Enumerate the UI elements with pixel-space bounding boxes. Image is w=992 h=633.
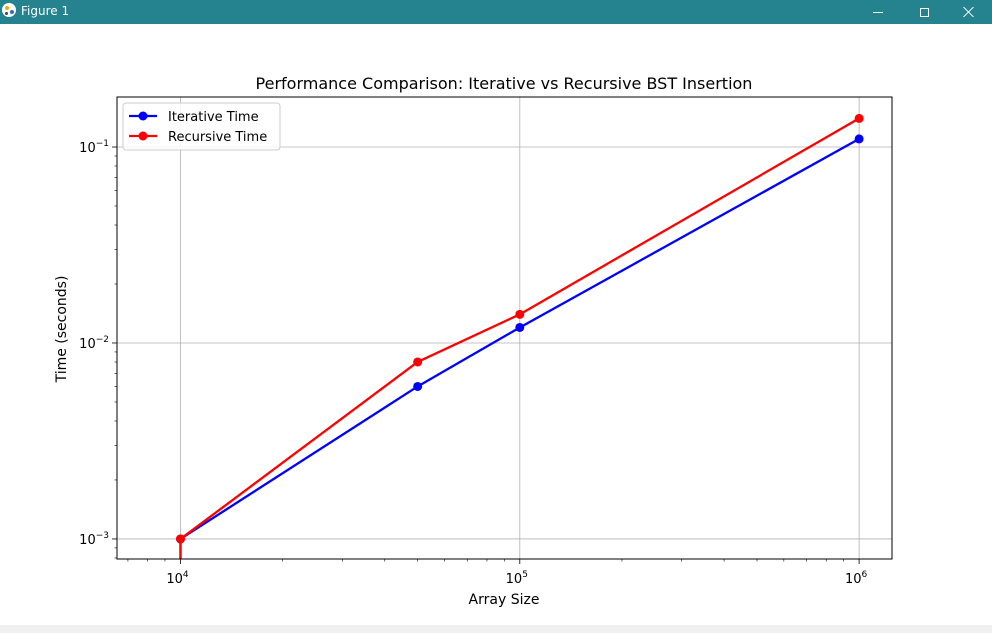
minimize-icon [873, 11, 883, 13]
x-tick-label: 106 [845, 570, 868, 587]
figure-canvas: Performance Comparison: Iterative vs Rec… [0, 24, 992, 625]
legend-marker [138, 131, 148, 141]
maximize-icon [919, 7, 929, 17]
legend-label: Iterative Time [168, 110, 259, 125]
series-1-point [413, 357, 423, 367]
y-tick-exponent: −1 [96, 139, 109, 149]
series-layer [175, 113, 864, 559]
x-tick-label: 105 [506, 570, 528, 587]
x-axis-label: Array Size [469, 592, 540, 608]
y-tick-label: 10−2 [79, 335, 109, 352]
chart-title: Performance Comparison: Iterative vs Rec… [256, 74, 753, 93]
window-title: Figure 1 [21, 4, 70, 18]
series-0-point [515, 322, 525, 332]
x-tick-base: 10 [166, 572, 183, 587]
legend-box [122, 102, 281, 151]
y-tick-base: 10 [79, 337, 96, 352]
x-tick-exponent: 6 [862, 570, 868, 580]
close-button[interactable] [946, 0, 992, 24]
minimize-button[interactable] [855, 0, 901, 24]
legend-label: Recursive Time [168, 130, 267, 145]
legend-marker [138, 111, 148, 121]
y-tick-base: 10 [79, 141, 96, 156]
axes-frame [116, 96, 893, 560]
series-1-point [175, 534, 185, 544]
title-bar: Figure 1 [0, 0, 992, 24]
series-line-1 [179, 117, 860, 540]
x-tick-base: 10 [506, 572, 523, 587]
y-tick-label: 10−1 [79, 139, 109, 156]
x-tick-base: 10 [845, 572, 862, 587]
x-tick-label: 104 [166, 570, 189, 587]
y-tick-label: 10−3 [79, 531, 109, 548]
y-axis-label: Time (seconds) [54, 276, 70, 384]
x-tick-exponent: 4 [183, 570, 189, 580]
series-0-point [854, 134, 864, 144]
x-tick-exponent: 5 [522, 570, 528, 580]
y-tick-exponent: −3 [96, 531, 109, 541]
matplotlib-app-icon [2, 3, 16, 17]
series-1-point [515, 309, 525, 319]
legend: Iterative Time Recursive Time [122, 102, 281, 151]
y-tick-exponent: −2 [96, 335, 109, 345]
maximize-button[interactable] [901, 0, 947, 24]
chart: Performance Comparison: Iterative vs Rec… [0, 24, 992, 625]
status-bar [0, 625, 992, 633]
series-0-point [413, 381, 423, 391]
series-line-0 [179, 137, 860, 540]
close-icon [963, 6, 975, 18]
y-tick-base: 10 [79, 533, 96, 548]
series-1-point [854, 113, 864, 123]
